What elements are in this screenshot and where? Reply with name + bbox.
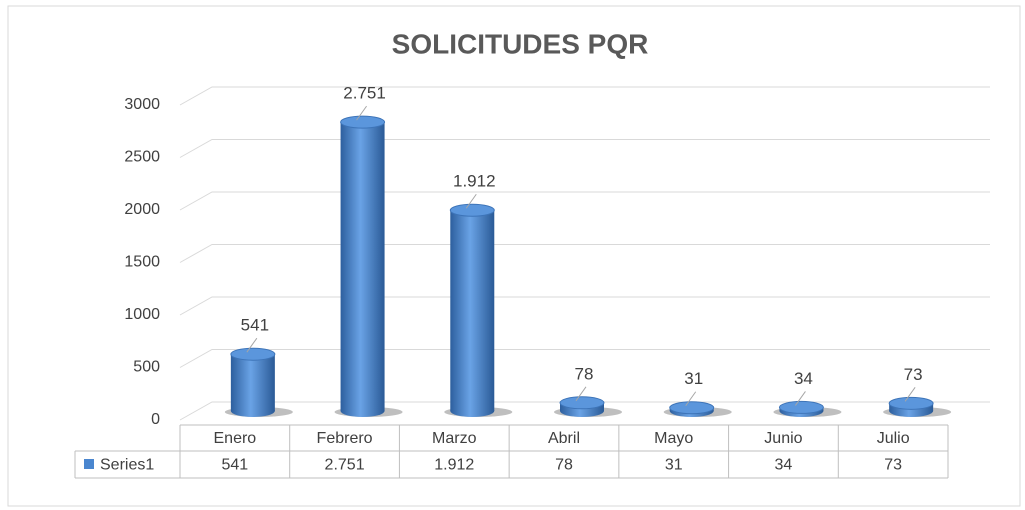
chart-title: SOLICITUDES PQR: [392, 28, 649, 59]
data-label: 1.912: [453, 172, 496, 191]
data-label: 31: [684, 369, 703, 388]
x-tick-label: Marzo: [432, 430, 477, 447]
x-tick-label: Junio: [764, 430, 802, 447]
legend-swatch: [84, 459, 94, 469]
y-tick-label: 2000: [124, 201, 160, 218]
grid-line: [179, 349, 990, 368]
table-value: 31: [665, 457, 683, 474]
grid-line: [179, 244, 990, 263]
legend-label: Series1: [100, 457, 154, 474]
leader-line: [356, 105, 367, 121]
x-tick-label: Mayo: [654, 430, 693, 447]
grid-line: [179, 139, 990, 158]
table-value: 1.912: [434, 457, 474, 474]
table-value: 34: [775, 457, 793, 474]
y-tick-label: 1000: [124, 306, 160, 323]
data-label: 541: [241, 316, 269, 335]
bar: [340, 122, 385, 412]
bar-bottom: [340, 405, 385, 417]
grid-line: [179, 296, 990, 316]
bar-cap: [559, 396, 605, 410]
data-label: 2.751: [343, 84, 386, 103]
leader-line: [904, 387, 916, 402]
x-tick-label: Abril: [548, 430, 580, 447]
y-tick-label: 0: [151, 411, 160, 428]
data-label: 73: [904, 365, 923, 384]
table-value: 2.751: [325, 457, 365, 474]
table-value: 541: [222, 457, 249, 474]
bar-bottom: [230, 405, 275, 417]
grid-line: [179, 191, 990, 211]
leader-line: [465, 193, 477, 209]
data-label: 34: [794, 369, 813, 388]
x-tick-label: Febrero: [317, 430, 373, 447]
chart-border: [7, 5, 1021, 507]
bar-cap: [449, 203, 495, 217]
y-tick-label: 3000: [124, 96, 160, 113]
grid-line: [179, 401, 990, 421]
y-tick-label: 1500: [124, 254, 160, 271]
x-tick-label: Julio: [877, 430, 910, 447]
bar-cap: [778, 400, 824, 414]
bar-cap: [340, 115, 386, 129]
grid-line: [179, 86, 990, 106]
data-label: 78: [575, 364, 594, 383]
y-tick-label: 500: [133, 359, 160, 376]
leader-line: [246, 337, 258, 353]
y-tick-label: 2500: [124, 149, 160, 166]
bar-cap: [669, 401, 715, 415]
leader-line: [575, 386, 587, 402]
bar: [450, 210, 495, 411]
table-value: 73: [884, 457, 902, 474]
leader-line: [795, 391, 806, 406]
x-tick-label: Enero: [214, 430, 257, 447]
leader-line: [685, 391, 697, 407]
bar-bottom: [450, 405, 495, 417]
bar-cap: [230, 347, 276, 361]
bar: [230, 354, 275, 411]
bar-cap: [888, 396, 934, 410]
table-value: 78: [555, 457, 573, 474]
